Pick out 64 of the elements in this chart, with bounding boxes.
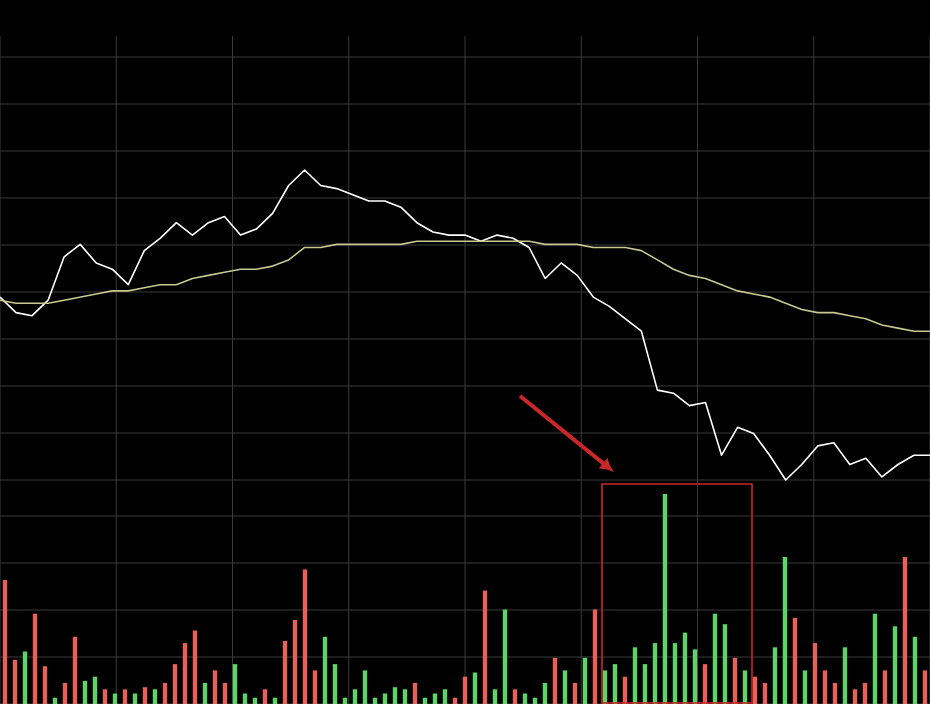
bar bbox=[762, 683, 768, 704]
bar bbox=[502, 609, 508, 704]
bar bbox=[912, 636, 918, 704]
bar bbox=[352, 689, 358, 704]
bar bbox=[82, 680, 88, 704]
bar bbox=[212, 670, 218, 704]
bar bbox=[262, 689, 268, 704]
bar bbox=[102, 689, 108, 704]
bar bbox=[412, 683, 418, 704]
bar bbox=[222, 683, 228, 704]
bar bbox=[802, 670, 808, 704]
bar bbox=[482, 590, 488, 704]
bar bbox=[332, 664, 338, 704]
bar bbox=[922, 670, 928, 704]
bar bbox=[312, 670, 318, 704]
bar bbox=[232, 664, 238, 704]
bar bbox=[32, 613, 38, 704]
bar bbox=[122, 689, 128, 704]
bar bbox=[392, 687, 398, 704]
bar bbox=[862, 683, 868, 704]
bar bbox=[492, 689, 498, 704]
bar bbox=[62, 683, 68, 704]
bar bbox=[2, 580, 8, 704]
bar bbox=[542, 683, 548, 704]
bar bbox=[572, 683, 578, 704]
bar bbox=[662, 494, 668, 704]
bar bbox=[792, 617, 798, 704]
bar bbox=[882, 670, 888, 704]
bar bbox=[42, 666, 48, 704]
bar bbox=[812, 643, 818, 704]
bar bbox=[292, 620, 298, 704]
bar bbox=[402, 689, 408, 704]
bar bbox=[832, 683, 838, 704]
bar bbox=[322, 636, 328, 704]
bar bbox=[72, 636, 78, 704]
bar bbox=[902, 557, 908, 704]
bar bbox=[302, 569, 308, 704]
bar bbox=[592, 609, 598, 704]
bar bbox=[172, 664, 178, 704]
bar bbox=[282, 641, 288, 704]
bar bbox=[552, 657, 558, 704]
bar bbox=[772, 647, 778, 704]
bar bbox=[152, 689, 158, 704]
bar bbox=[12, 659, 18, 704]
bar bbox=[892, 626, 898, 704]
bar bbox=[362, 670, 368, 704]
bar bbox=[872, 613, 878, 704]
bar bbox=[462, 676, 468, 704]
bar bbox=[582, 657, 588, 704]
bar bbox=[442, 689, 448, 704]
bar bbox=[512, 689, 518, 704]
bar bbox=[22, 651, 28, 704]
bar bbox=[842, 647, 848, 704]
bar bbox=[182, 643, 188, 704]
bar bbox=[142, 687, 148, 704]
bar bbox=[162, 683, 168, 704]
bar bbox=[822, 670, 828, 704]
bar bbox=[562, 670, 568, 704]
bar bbox=[92, 676, 98, 704]
bar bbox=[202, 683, 208, 704]
bar bbox=[852, 689, 858, 704]
bar bbox=[192, 630, 198, 704]
bar bbox=[752, 676, 758, 704]
bar bbox=[782, 557, 788, 704]
